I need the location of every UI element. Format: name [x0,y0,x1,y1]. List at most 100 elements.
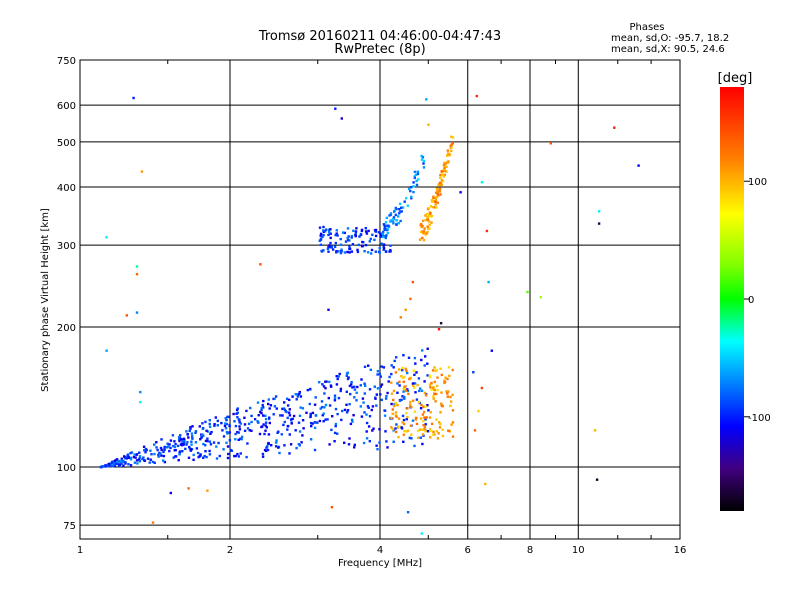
data-point [451,136,455,139]
data-point [350,418,354,421]
data-point [435,368,438,372]
data-point [390,402,393,406]
data-point [294,393,297,396]
data-point [430,429,433,433]
data-point [138,451,141,454]
data-point [436,376,439,379]
data-point [360,244,364,248]
data-point [288,433,291,436]
data-point [148,461,151,464]
data-point [182,442,185,446]
data-point [124,462,127,465]
data-point [333,440,336,443]
data-point [330,245,333,248]
data-point [309,438,313,441]
data-point [378,246,381,250]
data-point [436,388,439,392]
data-point [437,328,441,331]
data-point [142,456,145,459]
data-point [348,239,351,242]
data-point [395,423,398,426]
data-point [422,232,425,235]
data-point [274,445,278,448]
data-point [277,446,280,449]
data-point [380,242,383,245]
data-point [149,449,152,452]
data-point [163,447,166,450]
data-point [428,428,432,431]
data-point [208,422,211,426]
data-point [472,371,475,374]
data-point [447,160,450,163]
data-point [157,453,160,457]
data-point [297,443,301,446]
data-point [391,408,394,411]
data-point [172,456,175,459]
data-point [389,248,392,252]
data-point [421,156,425,159]
data-point [430,388,433,391]
data-point [352,414,355,417]
data-point [398,368,401,371]
data-point [450,423,453,426]
data-point [438,182,441,185]
data-point [426,347,429,350]
data-point [346,236,349,240]
data-point [409,424,413,427]
x-tick-label: 8 [527,545,533,556]
data-point [340,117,343,120]
data-point [327,308,330,311]
data-point [282,423,285,427]
data-point [135,459,139,462]
data-point [206,430,210,433]
data-point [395,403,398,406]
data-point [346,377,350,381]
data-point [291,417,294,421]
data-point [435,206,438,209]
data-point [313,403,317,406]
data-point [376,387,380,390]
data-point [122,464,125,467]
data-point [446,395,449,398]
data-point [384,430,387,433]
data-point [115,462,118,465]
data-point [194,441,198,444]
data-point [355,391,358,394]
y-tick-label: 100 [57,463,76,474]
data-point [409,297,412,301]
data-point [420,358,423,362]
data-point [379,232,382,235]
data-point [398,212,401,215]
data-point [421,413,425,416]
data-point [336,432,339,435]
data-point [443,167,446,170]
data-point [384,397,388,400]
data-point [399,316,402,319]
data-point [218,454,221,458]
data-point [353,385,356,388]
y-tick-label: 200 [57,323,76,334]
data-point [336,250,339,253]
x-tick-label: 6 [465,545,471,556]
data-point [356,250,360,254]
data-point [405,197,408,200]
data-point [396,426,400,429]
data-point [394,401,397,405]
data-point [213,424,216,428]
data-point [383,409,386,412]
data-point [143,449,146,452]
data-point [449,395,452,399]
data-point [302,427,305,430]
data-point [322,230,326,233]
data-point [376,370,380,373]
data-point [365,437,369,440]
data-point [109,462,112,465]
data-point [283,444,286,447]
data-point [224,427,228,430]
data-point [185,430,188,433]
data-point [437,189,440,192]
data-point [436,437,440,440]
data-point [432,386,435,390]
data-point [306,388,309,392]
